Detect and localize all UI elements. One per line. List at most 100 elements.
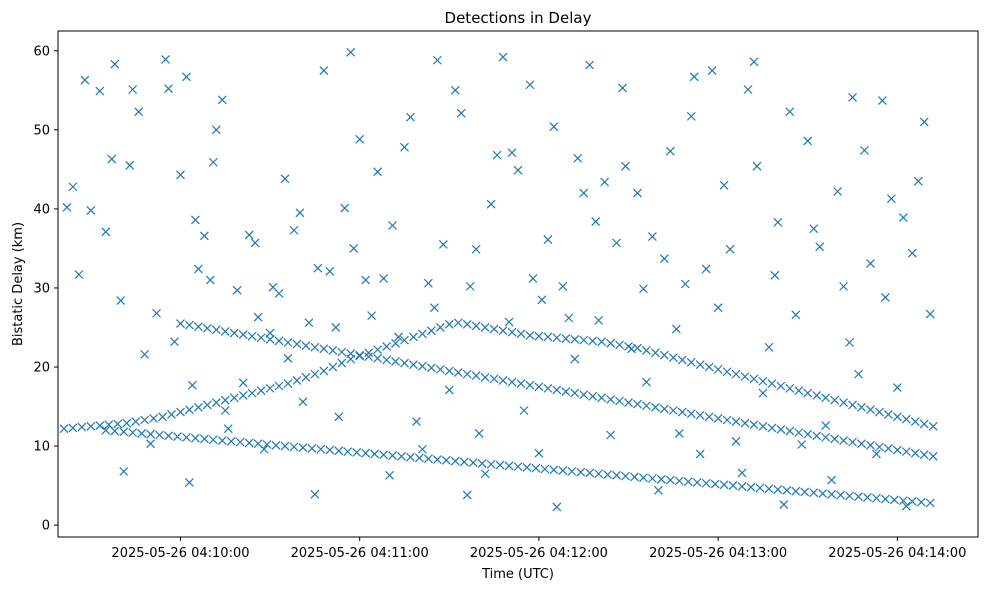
- data-point: [498, 376, 508, 385]
- data-point: [731, 417, 741, 426]
- data-point: [597, 337, 607, 347]
- data-point: [892, 445, 902, 455]
- data-point: [438, 240, 448, 249]
- data-point: [149, 413, 159, 423]
- data-point: [621, 471, 630, 481]
- data-point: [409, 360, 418, 370]
- data-point: [639, 473, 648, 483]
- data-point: [199, 231, 209, 241]
- data-point: [59, 424, 69, 434]
- data-point: [292, 339, 302, 349]
- data-point: [382, 342, 391, 351]
- data-point: [229, 393, 239, 403]
- data-point: [833, 187, 843, 196]
- data-point: [316, 444, 326, 454]
- data-point: [561, 387, 571, 396]
- data-point: [872, 449, 881, 459]
- data-point: [913, 176, 923, 186]
- data-point: [803, 136, 813, 146]
- data-point: [740, 372, 750, 381]
- data-point: [128, 428, 138, 438]
- data-point: [265, 334, 275, 344]
- x-tick-label: 2025-05-26 04:14:00: [828, 546, 966, 561]
- data-point: [639, 284, 648, 294]
- data-point: [621, 161, 630, 171]
- data-point: [877, 96, 887, 105]
- data-point: [836, 490, 846, 500]
- data-point: [504, 461, 514, 471]
- data-point: [650, 402, 660, 412]
- data-point: [731, 436, 741, 446]
- data-point: [722, 415, 732, 425]
- data-point: [907, 496, 917, 506]
- data-point: [650, 348, 660, 358]
- data-point: [830, 395, 840, 405]
- data-point: [217, 95, 227, 105]
- data-point: [665, 146, 675, 156]
- data-point: [480, 323, 490, 332]
- data-point: [301, 372, 311, 382]
- data-point: [809, 488, 819, 498]
- data-point: [274, 289, 284, 298]
- data-point: [444, 385, 454, 395]
- data-point: [543, 383, 553, 393]
- data-point: [597, 393, 607, 403]
- data-point: [731, 369, 741, 379]
- data-point: [570, 354, 580, 364]
- data-point: [391, 357, 400, 366]
- data-point: [471, 371, 481, 381]
- data-point: [119, 427, 129, 437]
- x-axis-label: Time (UTC): [481, 567, 554, 582]
- data-point: [704, 412, 714, 422]
- data-point: [845, 338, 854, 347]
- data-point: [603, 470, 613, 479]
- plot-frame: [57, 30, 979, 538]
- data-point: [585, 468, 595, 478]
- data-point: [388, 451, 397, 460]
- data-point: [131, 417, 141, 426]
- data-point: [259, 444, 269, 454]
- data-point: [400, 358, 409, 368]
- data-point: [107, 154, 117, 164]
- data-point: [193, 322, 203, 332]
- data-point: [101, 425, 111, 435]
- data-point: [328, 362, 338, 372]
- data-point: [95, 86, 105, 96]
- data-point: [319, 344, 329, 354]
- data-point: [845, 491, 854, 501]
- data-point: [370, 449, 380, 459]
- data-point: [190, 215, 200, 225]
- data-point: [612, 238, 621, 248]
- data-point: [471, 244, 481, 254]
- data-point: [435, 323, 445, 332]
- data-point: [441, 455, 451, 465]
- data-point: [534, 382, 544, 392]
- data-point: [328, 345, 338, 355]
- data-point: [128, 85, 138, 94]
- data-point: [767, 423, 777, 433]
- data-point: [665, 475, 675, 485]
- data-point: [211, 125, 221, 135]
- data-point: [857, 402, 866, 412]
- data-point: [95, 421, 105, 430]
- data-point: [758, 388, 768, 398]
- data-point: [594, 315, 604, 325]
- data-point: [74, 270, 84, 279]
- data-point: [579, 335, 589, 345]
- y-axis-label: Bistatic Delay (km): [11, 222, 26, 346]
- data-point: [256, 333, 266, 343]
- data-point: [313, 263, 323, 273]
- data-point: [337, 347, 347, 357]
- data-point: [791, 310, 801, 320]
- data-points: [59, 47, 938, 512]
- data-point: [182, 432, 191, 442]
- data-point: [901, 447, 911, 457]
- data-point: [119, 466, 129, 476]
- data-point: [633, 399, 642, 409]
- data-point: [737, 481, 747, 491]
- data-point: [361, 448, 371, 458]
- data-point: [101, 227, 111, 237]
- data-point: [886, 194, 896, 204]
- data-point: [683, 477, 693, 487]
- data-point: [146, 429, 156, 439]
